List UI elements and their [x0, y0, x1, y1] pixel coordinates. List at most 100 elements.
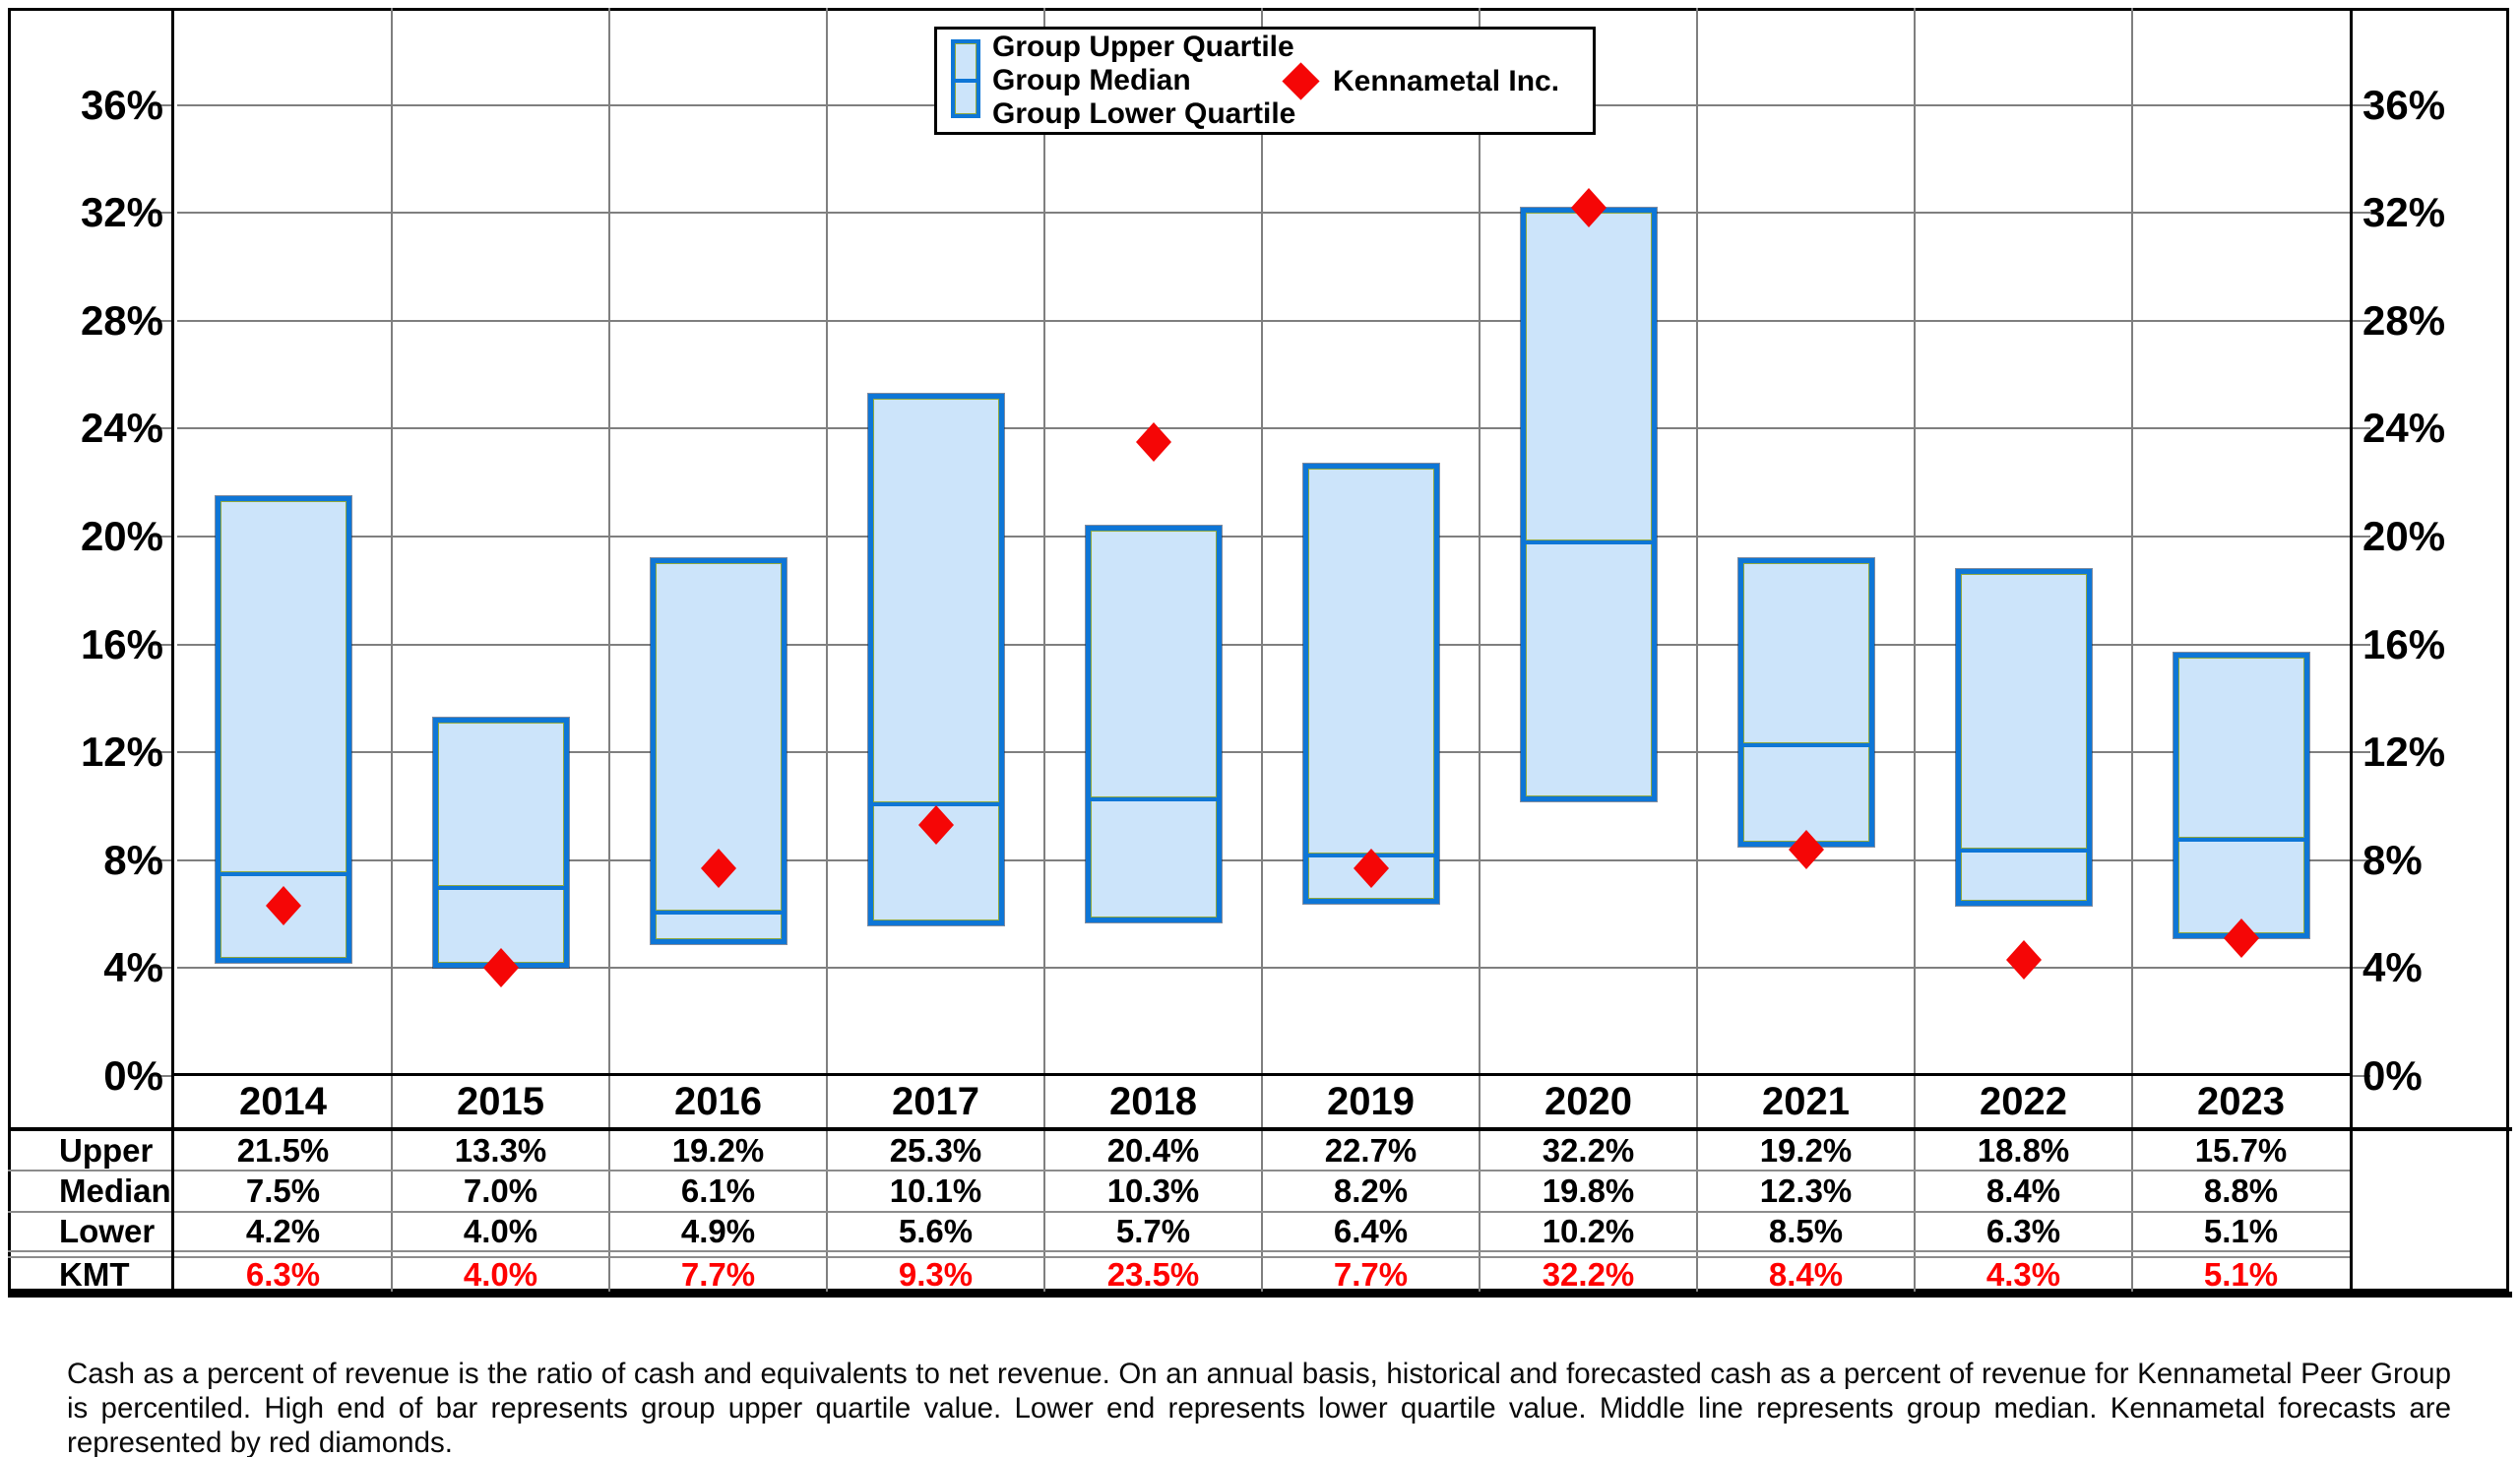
- median-line: [1090, 795, 1217, 801]
- median-line-icon: [955, 79, 976, 83]
- table-row-label: Upper: [59, 1131, 154, 1169]
- kmt-diamond: [917, 804, 955, 851]
- table-cell: 19.8%: [1542, 1172, 1635, 1209]
- table-cell: 5.1%: [2203, 1256, 2279, 1293]
- table-cell: 19.2%: [1759, 1131, 1853, 1169]
- y-axis-label-right: 12%: [2362, 728, 2446, 776]
- table-cell: 25.3%: [889, 1131, 982, 1169]
- table-cell: 4.9%: [680, 1213, 756, 1249]
- h-gridline: [177, 751, 2350, 754]
- table-row-separator: [8, 1211, 2350, 1213]
- year-label: 2020: [1544, 1079, 1632, 1123]
- plot-bottom-line: [174, 1073, 2350, 1076]
- table-cell: 10.1%: [889, 1172, 982, 1209]
- v-gridline: [1914, 8, 1916, 1292]
- kmt-diamond: [1788, 829, 1825, 875]
- y-axis-label-left: 12%: [80, 728, 163, 776]
- quartile-bar-icon: [951, 39, 980, 118]
- h-gridline: [177, 643, 2350, 646]
- y-axis-label-right: 4%: [2362, 944, 2423, 991]
- table-cell: 12.3%: [1759, 1172, 1853, 1209]
- y-axis-label-right: 20%: [2362, 513, 2446, 560]
- v-gridline: [1479, 8, 1480, 1292]
- y-axis-label-left: 28%: [80, 296, 163, 344]
- table-cell: 32.2%: [1542, 1256, 1635, 1293]
- table-cell: 8.8%: [2203, 1172, 2279, 1209]
- table-cell: 15.7%: [2194, 1131, 2288, 1169]
- quartile-bar: [1737, 557, 1874, 848]
- y-axis-tick-left: [154, 427, 174, 430]
- table-cell: 4.2%: [245, 1213, 321, 1249]
- y-axis-tick-right: [2350, 1075, 2370, 1077]
- table-cell: 6.1%: [680, 1172, 756, 1209]
- median-line: [655, 909, 782, 915]
- table-bottom-line: [8, 1292, 2512, 1298]
- legend: Group Upper Quartile Group Median Group …: [934, 27, 1596, 135]
- table-cell: 5.7%: [1115, 1213, 1191, 1249]
- table-cell: 10.3%: [1106, 1172, 1200, 1209]
- y-axis-label-right: 16%: [2362, 620, 2446, 667]
- y-axis-label-left: 20%: [80, 513, 163, 560]
- table-cell: 22.7%: [1324, 1131, 1418, 1169]
- table-cell: 6.3%: [1985, 1213, 2061, 1249]
- year-label: 2014: [239, 1079, 327, 1123]
- table-row-separator: [8, 1256, 2350, 1258]
- kmt-diamond: [265, 885, 302, 931]
- kmt-diamond: [700, 848, 737, 894]
- table-cell: 7.7%: [1333, 1256, 1409, 1293]
- quartile-bar: [1520, 207, 1657, 801]
- median-line: [1742, 741, 1869, 747]
- table-cell: 8.2%: [1333, 1172, 1409, 1209]
- year-label: 2021: [1762, 1079, 1850, 1123]
- y-axis-line-left: [171, 8, 174, 1298]
- legend-labels: Group Upper Quartile Group Median Group …: [992, 31, 1295, 131]
- y-axis-tick-left: [154, 212, 174, 215]
- median-line: [1960, 847, 2087, 853]
- footnote: Cash as a percent of revenue is the rati…: [67, 1358, 2451, 1457]
- h-gridline: [177, 319, 2350, 322]
- table-cell: 7.7%: [680, 1256, 756, 1293]
- table-row-separator: [8, 1170, 2350, 1172]
- y-axis-label-left: 32%: [80, 189, 163, 236]
- year-label: 2023: [2197, 1079, 2285, 1123]
- legend-median-label: Group Median: [992, 64, 1191, 96]
- table-header-bottom-line: [8, 1127, 2512, 1131]
- y-axis-tick-right: [2350, 319, 2370, 322]
- median-line: [220, 871, 346, 877]
- quartile-bar: [1302, 464, 1439, 904]
- y-axis-tick-right: [2350, 103, 2370, 106]
- year-label: 2022: [1980, 1079, 2067, 1123]
- y-axis-label-left: 8%: [103, 836, 163, 883]
- table-cell: 6.3%: [245, 1256, 321, 1293]
- quartile-bar: [215, 495, 351, 963]
- h-gridline: [177, 212, 2350, 215]
- v-gridline: [391, 8, 393, 1292]
- y-axis-tick-right: [2350, 643, 2370, 646]
- table-cell: 23.5%: [1106, 1256, 1200, 1293]
- table-cell: 21.5%: [236, 1131, 330, 1169]
- y-axis-label-left: 36%: [80, 81, 163, 128]
- quartile-bar: [432, 717, 569, 969]
- y-axis-tick-right: [2350, 967, 2370, 970]
- table-cell: 13.3%: [454, 1131, 547, 1169]
- table-cell: 9.3%: [898, 1256, 974, 1293]
- table-cell: 10.2%: [1542, 1213, 1635, 1249]
- year-label: 2017: [892, 1079, 979, 1123]
- y-axis-tick-right: [2350, 212, 2370, 215]
- y-axis-label-right: 28%: [2362, 296, 2446, 344]
- table-row-separator: [8, 1250, 2350, 1252]
- v-gridline: [826, 8, 828, 1292]
- kmt-diamond: [482, 947, 520, 993]
- kmt-diamond: [2223, 918, 2260, 964]
- y-axis-label-right: 8%: [2362, 836, 2423, 883]
- table-cell: 7.0%: [463, 1172, 538, 1209]
- kmt-diamond: [1570, 187, 1607, 233]
- y-axis-label-right: 32%: [2362, 189, 2446, 236]
- y-axis-label-left: 0%: [103, 1052, 163, 1099]
- y-axis-label-right: 0%: [2362, 1052, 2423, 1099]
- median-line: [872, 801, 999, 807]
- table-cell: 8.4%: [1985, 1172, 2061, 1209]
- kmt-diamond: [1353, 848, 1390, 894]
- table-cell: 4.0%: [463, 1213, 538, 1249]
- v-gridline: [1043, 8, 1045, 1292]
